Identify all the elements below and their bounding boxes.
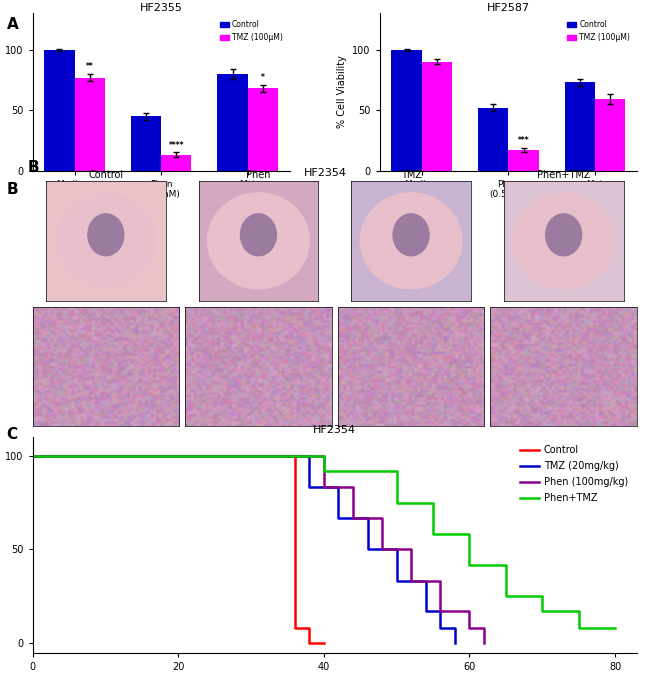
- Phen+TMZ: [465, 561, 473, 569]
- Control: [291, 452, 298, 460]
- Phen+TMZ: [429, 499, 437, 507]
- Text: HF2354: HF2354: [304, 168, 346, 178]
- TMZ (20mg/kg): [335, 513, 343, 522]
- Phen (100mg/kg): [378, 513, 386, 522]
- Bar: [595, 100, 625, 170]
- TMZ (20mg/kg): [363, 513, 371, 522]
- Phen+TMZ: [502, 592, 510, 600]
- TMZ (20mg/kg): [451, 639, 459, 647]
- TMZ (20mg/kg): [393, 577, 400, 586]
- Phen (100mg/kg): [408, 577, 415, 586]
- Bar: [391, 50, 422, 170]
- Bar: [422, 62, 452, 170]
- Bar: [508, 150, 539, 170]
- Phen (100mg/kg): [465, 608, 473, 616]
- Bar: [161, 155, 192, 170]
- Phen (100mg/kg): [29, 452, 36, 460]
- Text: **: **: [86, 63, 94, 71]
- Text: ***: ***: [518, 136, 529, 145]
- Ellipse shape: [240, 214, 276, 256]
- Line: Phen (100mg/kg): Phen (100mg/kg): [32, 456, 484, 643]
- Bar: [565, 82, 595, 170]
- Bar: [75, 77, 105, 170]
- Ellipse shape: [360, 193, 462, 289]
- Ellipse shape: [55, 193, 157, 289]
- Title: TMZ: TMZ: [400, 170, 422, 180]
- Y-axis label: % Cell Viability: % Cell Viability: [337, 56, 347, 129]
- Title: Phen: Phen: [246, 170, 270, 180]
- Control: [306, 625, 313, 633]
- Ellipse shape: [545, 214, 582, 256]
- Control: [29, 452, 36, 460]
- Text: *: *: [261, 73, 265, 82]
- Title: HF2587: HF2587: [487, 3, 530, 13]
- Text: C: C: [6, 427, 18, 442]
- Ellipse shape: [393, 214, 429, 256]
- Legend: Control, TMZ (100μM): Control, TMZ (100μM): [216, 17, 286, 45]
- TMZ (20mg/kg): [393, 545, 400, 553]
- Line: Control: Control: [32, 456, 324, 643]
- TMZ (20mg/kg): [306, 483, 313, 491]
- Control: [320, 639, 328, 647]
- Legend: Control, TMZ (100μM): Control, TMZ (100μM): [564, 17, 633, 45]
- Phen (100mg/kg): [320, 483, 328, 491]
- Phen (100mg/kg): [465, 625, 473, 633]
- Ellipse shape: [513, 193, 614, 289]
- Phen+TMZ: [538, 608, 546, 616]
- Bar: [217, 74, 248, 170]
- TMZ (20mg/kg): [436, 608, 444, 616]
- Phen+TMZ: [393, 499, 400, 507]
- TMZ (20mg/kg): [29, 452, 36, 460]
- Text: ****: ****: [168, 141, 184, 150]
- Phen (100mg/kg): [349, 513, 357, 522]
- Ellipse shape: [207, 193, 309, 289]
- Phen+TMZ: [320, 466, 328, 474]
- Bar: [248, 88, 278, 170]
- TMZ (20mg/kg): [422, 608, 430, 616]
- Phen+TMZ: [611, 625, 619, 633]
- Control: [291, 625, 298, 633]
- Phen (100mg/kg): [436, 577, 444, 586]
- Phen+TMZ: [429, 530, 437, 538]
- TMZ (20mg/kg): [451, 625, 459, 633]
- Phen (100mg/kg): [320, 452, 328, 460]
- Title: Phen+TMZ: Phen+TMZ: [537, 170, 590, 180]
- Y-axis label: % Overall Survival: % Overall Survival: [0, 493, 3, 596]
- TMZ (20mg/kg): [436, 625, 444, 633]
- Text: B: B: [6, 182, 18, 197]
- TMZ (20mg/kg): [335, 483, 343, 491]
- Ellipse shape: [88, 214, 124, 256]
- Legend: Control, TMZ (20mg/kg), Phen (100mg/kg), Phen+TMZ: Control, TMZ (20mg/kg), Phen (100mg/kg),…: [516, 441, 632, 507]
- Bar: [131, 116, 161, 170]
- Title: HF2355: HF2355: [140, 3, 183, 13]
- Phen+TMZ: [611, 625, 619, 633]
- Phen (100mg/kg): [378, 545, 386, 553]
- Title: HF2354: HF2354: [313, 425, 356, 435]
- Phen+TMZ: [502, 561, 510, 569]
- Bar: [478, 108, 508, 170]
- Text: A: A: [6, 17, 18, 32]
- Line: Phen+TMZ: Phen+TMZ: [32, 456, 615, 629]
- Control: [320, 639, 328, 647]
- Bar: [44, 50, 75, 170]
- TMZ (20mg/kg): [422, 577, 430, 586]
- Title: Control: Control: [88, 170, 124, 180]
- Phen (100mg/kg): [480, 639, 488, 647]
- TMZ (20mg/kg): [363, 545, 371, 553]
- Phen+TMZ: [575, 625, 582, 633]
- Phen (100mg/kg): [408, 545, 415, 553]
- Text: B: B: [28, 160, 40, 175]
- Control: [306, 639, 313, 647]
- Phen (100mg/kg): [480, 625, 488, 633]
- Phen+TMZ: [538, 592, 546, 600]
- Line: TMZ (20mg/kg): TMZ (20mg/kg): [32, 456, 455, 643]
- Phen+TMZ: [465, 530, 473, 538]
- Phen (100mg/kg): [436, 608, 444, 616]
- Phen+TMZ: [575, 608, 582, 616]
- Phen+TMZ: [320, 452, 328, 460]
- Phen+TMZ: [29, 452, 36, 460]
- Phen (100mg/kg): [349, 483, 357, 491]
- TMZ (20mg/kg): [306, 452, 313, 460]
- Phen+TMZ: [393, 466, 400, 474]
